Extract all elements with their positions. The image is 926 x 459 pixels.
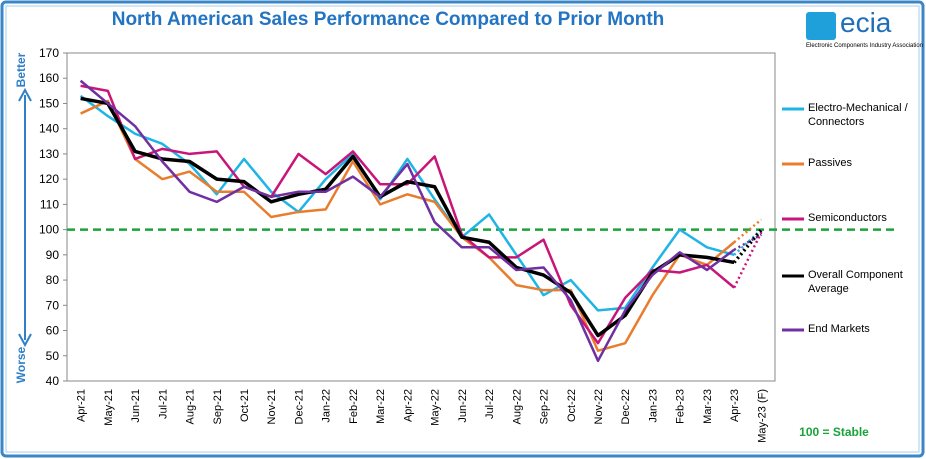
y-tick-label: 120	[39, 172, 59, 186]
x-tick-label: Aug-22	[511, 389, 523, 424]
x-tick-label: Sep-22	[539, 389, 551, 424]
plot-area	[66, 52, 776, 382]
x-tick-label: Sep-21	[212, 389, 224, 424]
x-tick-label: Nov-21	[266, 389, 278, 424]
y-tick-label: 50	[46, 349, 60, 363]
x-tick-label: Jul-22	[484, 389, 496, 419]
x-tick-label: Mar-22	[375, 389, 387, 424]
legend-label: End Markets	[808, 323, 870, 335]
y-tick-label: 170	[39, 46, 59, 60]
y-tick-label: 140	[39, 122, 59, 136]
legend-label: Electro-Mechanical / Connectors	[808, 102, 908, 128]
x-tick-label: Feb-22	[348, 389, 360, 424]
y-tick-label: 40	[46, 374, 60, 388]
series-line	[80, 96, 735, 338]
y-tick-label: 100	[39, 223, 59, 237]
x-tick-label: May-21	[103, 389, 115, 426]
inner-frame	[5, 5, 920, 453]
x-tick-label: Dec-22	[620, 389, 632, 424]
forecast-line	[733, 231, 763, 289]
logo-icon	[806, 12, 836, 40]
y-tick-label: 70	[46, 298, 60, 312]
x-tick-label: Dec-21	[293, 389, 305, 424]
y-tick-label: 110	[40, 197, 59, 211]
arrow-heads	[18, 87, 32, 348]
forecast-line	[732, 228, 763, 264]
chart-title: North American Sales Performance Compare…	[112, 9, 665, 30]
y-tick-label: 80	[46, 273, 60, 287]
x-tick-label: Apr-21	[76, 389, 88, 422]
x-tick-label: Jun-21	[130, 389, 142, 423]
forecast-line	[733, 218, 763, 244]
series-line	[80, 99, 735, 352]
x-tick-label: Nov-22	[593, 389, 605, 424]
y-tick-label: 150	[39, 96, 59, 110]
legend-label: Semiconductors	[808, 212, 887, 224]
x-tick-label: May-22	[430, 389, 442, 426]
better-label: Better	[14, 52, 28, 87]
x-tick-label: Apr-22	[402, 389, 414, 422]
logo-tagline: Electronic Components Industry Associati…	[806, 43, 923, 49]
y-tick-label: 130	[39, 147, 59, 161]
y-tick-label: 90	[46, 248, 60, 262]
x-tick-label: Jan-23	[647, 389, 659, 423]
series-line	[79, 79, 735, 363]
series-line	[79, 94, 735, 312]
x-tick-label: Aug-21	[185, 389, 197, 424]
x-tick-label: Feb-23	[675, 389, 687, 424]
forecast-line	[733, 233, 762, 251]
legend-label: Passives	[808, 157, 853, 169]
x-tick-label: Mar-23	[702, 389, 714, 424]
x-tick-label: Jul-21	[157, 389, 169, 419]
logo-name: ecia	[840, 7, 892, 38]
worse-label: Worse	[14, 346, 28, 383]
legend-label: Overall Component Average	[808, 269, 903, 295]
logo: ecia Electronic Components Industry Asso…	[806, 7, 923, 49]
x-tick-label: Oct-22	[566, 389, 578, 422]
y-tick-label: 160	[39, 71, 59, 85]
x-tick-label: May-23 (F)	[756, 389, 768, 443]
x-tick-label: Oct-21	[239, 389, 251, 422]
series-line	[80, 84, 735, 345]
reference-label: 100 = Stable	[799, 425, 869, 439]
x-tick-label: Jan-22	[321, 389, 333, 423]
x-tick-label: Jun-22	[457, 389, 469, 423]
x-tick-label: Apr-23	[729, 389, 741, 422]
y-tick-label: 60	[46, 324, 60, 338]
